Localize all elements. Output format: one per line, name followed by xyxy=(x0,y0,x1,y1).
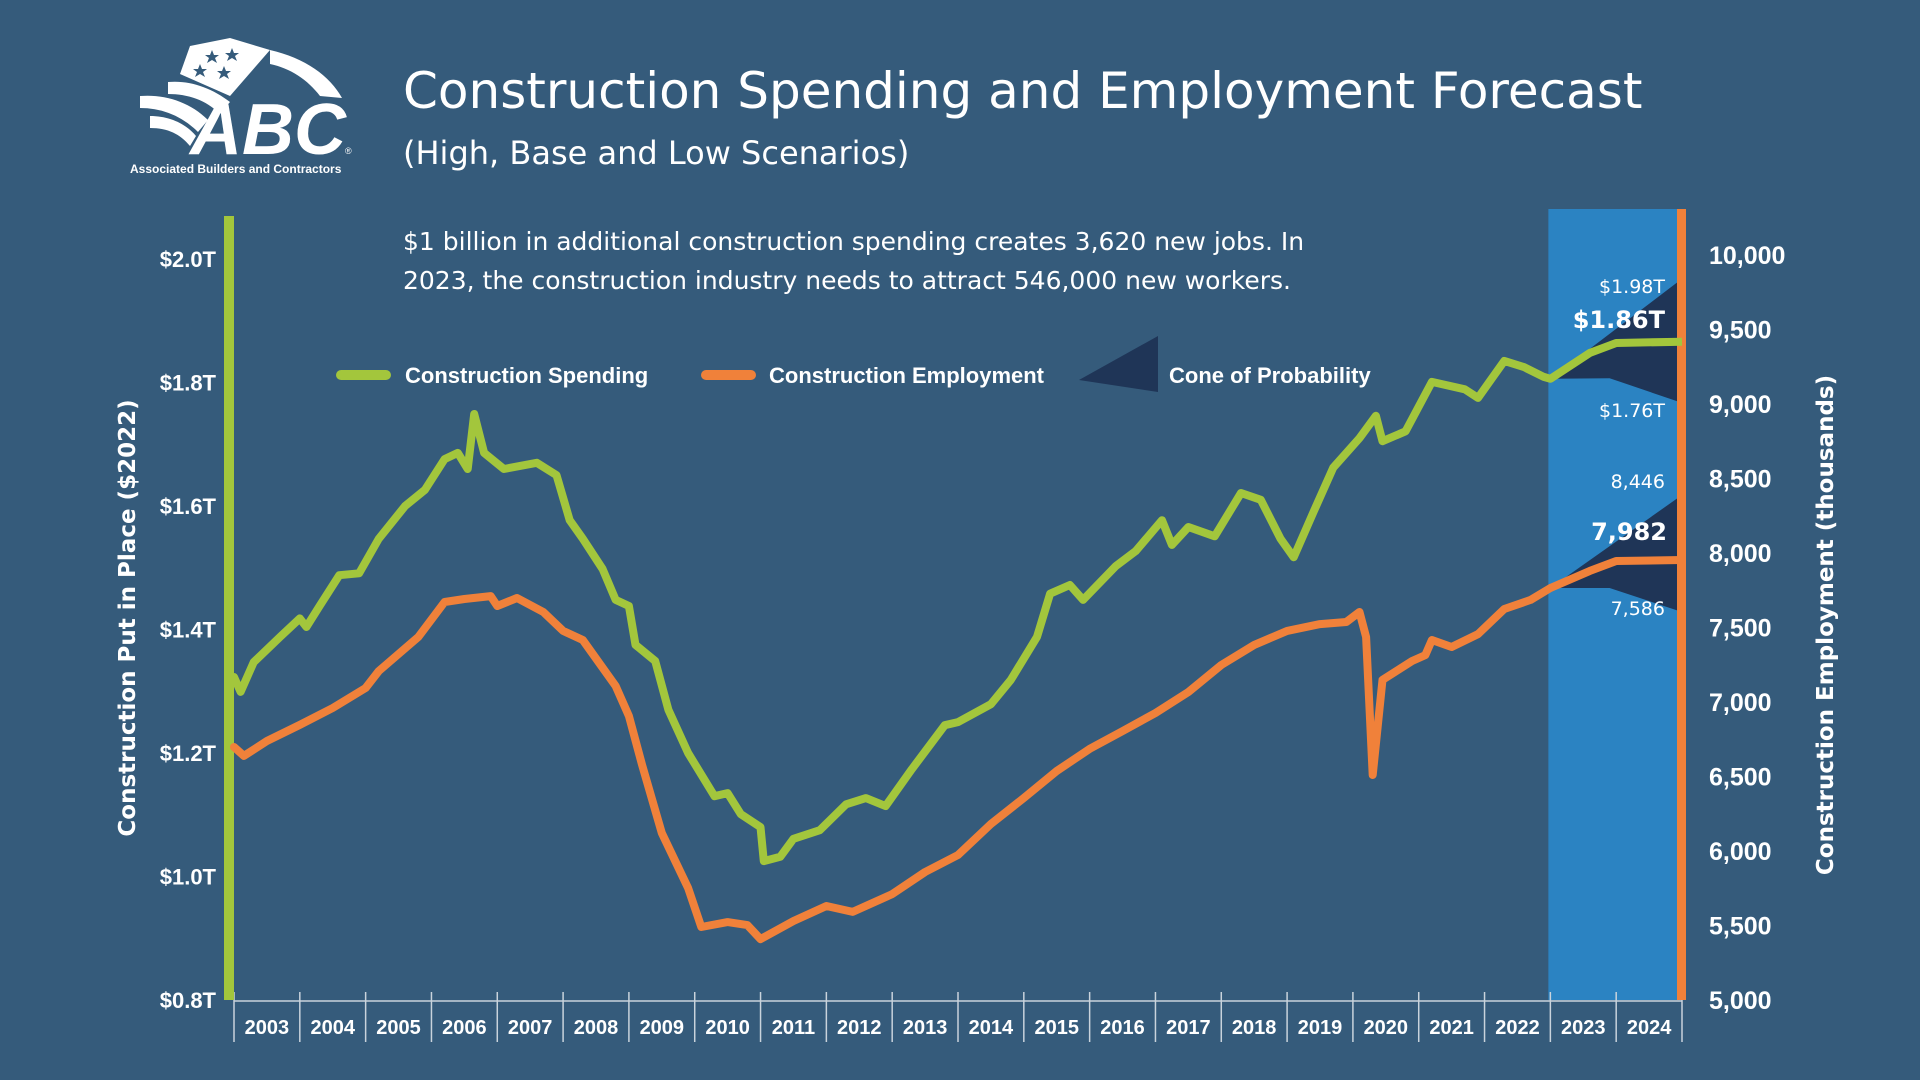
left-tick-label: $1.4T xyxy=(160,618,217,643)
logo-tagline: Associated Builders and Contractors xyxy=(130,162,342,176)
right-tick-label: 7,000 xyxy=(1709,689,1772,717)
registered-mark: ® xyxy=(345,146,352,156)
right-tick-label: 10,000 xyxy=(1709,242,1785,270)
legend-swatch-cone xyxy=(1079,336,1158,392)
right-tick-label: 8,000 xyxy=(1709,540,1772,568)
x-tick-label: 2019 xyxy=(1298,1017,1343,1039)
x-tick-label: 2022 xyxy=(1495,1017,1540,1039)
x-tick-label: 2017 xyxy=(1166,1017,1211,1039)
left-axis-ticks: $0.8T $1.0T $1.2T $1.4T $1.6T $1.8T $2.0T xyxy=(160,247,217,1013)
logo-wordmark: ABC xyxy=(188,90,347,170)
note-line-2: 2023, the construction industry needs to… xyxy=(403,266,1291,295)
right-tick-label: 5,500 xyxy=(1709,913,1772,941)
legend-label-employment: Construction Employment xyxy=(769,363,1045,388)
left-axis-title: Construction Put in Place ($2022) xyxy=(115,399,141,836)
right-tick-label: 9,500 xyxy=(1709,317,1772,345)
annotation-employment-base: 7,982 xyxy=(1591,518,1667,546)
x-tick-label: 2008 xyxy=(574,1017,619,1039)
chart-title: Construction Spending and Employment For… xyxy=(403,62,1643,120)
x-tick-label: 2020 xyxy=(1364,1017,1409,1039)
right-axis-title: Construction Employment (thousands) xyxy=(1813,375,1839,875)
right-axis-bar xyxy=(1677,209,1686,1000)
left-tick-label: $1.0T xyxy=(160,865,217,890)
left-tick-label: $1.8T xyxy=(160,371,217,396)
right-tick-label: 7,500 xyxy=(1709,615,1772,643)
x-tick-label: 2013 xyxy=(903,1017,948,1039)
annotation-spending-high: $1.98T xyxy=(1599,276,1665,298)
left-tick-label: $2.0T xyxy=(160,247,217,272)
flag-icon xyxy=(140,38,342,146)
left-tick-label: $0.8T xyxy=(160,988,217,1013)
chart-note: $1 billion in additional construction sp… xyxy=(403,222,1363,300)
forecast-line-spending xyxy=(1548,337,1683,383)
series-line-spending xyxy=(230,356,1555,866)
annotation-spending-low: $1.76T xyxy=(1599,400,1665,422)
note-line-1: $1 billion in additional construction sp… xyxy=(403,227,1305,256)
right-tick-label: 9,000 xyxy=(1709,391,1772,419)
right-tick-label: 5,000 xyxy=(1709,987,1772,1015)
chart-subtitle: (High, Base and Low Scenarios) xyxy=(403,134,910,172)
x-tick-label: 2018 xyxy=(1232,1017,1277,1039)
x-tick-label: 2016 xyxy=(1100,1017,1145,1039)
x-tick-label: 2024 xyxy=(1627,1017,1672,1039)
x-tick-label: 2015 xyxy=(1034,1017,1079,1039)
x-tick-label: 2004 xyxy=(310,1017,355,1039)
series-line-employment xyxy=(230,584,1555,944)
x-tick-label: 2011 xyxy=(772,1017,815,1039)
annotation-spending-base: $1.86T xyxy=(1573,306,1666,334)
x-tick-label: 2007 xyxy=(508,1017,553,1039)
left-tick-label: $1.6T xyxy=(160,494,217,519)
x-tick-label: 2021 xyxy=(1429,1017,1474,1039)
legend-label-spending: Construction Spending xyxy=(405,363,648,388)
x-tick-label: 2009 xyxy=(640,1017,685,1039)
x-tick-label: 2012 xyxy=(837,1017,882,1039)
right-tick-label: 6,500 xyxy=(1709,764,1772,792)
star-icons xyxy=(193,48,239,79)
x-tick-label: 2023 xyxy=(1561,1017,1606,1039)
x-axis-ticks: 2003 2004 2005 2006 2007 2008 2009 2010 2011 2012… xyxy=(233,992,1683,1042)
x-tick-label: 2005 xyxy=(376,1017,421,1039)
x-tick-label: 2010 xyxy=(705,1017,750,1039)
x-tick-label: 2003 xyxy=(245,1017,290,1039)
right-axis-ticks: 5,000 5,500 6,000 6,500 7,000 7,500 8,000 8,500… xyxy=(1709,242,1785,1015)
right-tick-label: 8,500 xyxy=(1709,466,1772,494)
cone-of-probability-employment xyxy=(1550,495,1682,612)
abc-logo: ABC ® Associated Builders and Contractor… xyxy=(130,38,352,176)
legend: Construction Spending Construction Emplo… xyxy=(336,336,1371,392)
left-tick-label: $1.2T xyxy=(160,741,217,766)
annotation-employment-low: 7,586 xyxy=(1611,598,1665,620)
x-tick-label: 2006 xyxy=(442,1017,487,1039)
annotation-employment-high: 8,446 xyxy=(1611,471,1665,493)
left-axis-bar xyxy=(224,216,234,1000)
right-tick-label: 6,000 xyxy=(1709,838,1772,866)
forecast-line-employment xyxy=(1548,556,1683,592)
x-tick-label: 2014 xyxy=(969,1017,1014,1039)
legend-label-cone: Cone of Probability xyxy=(1169,363,1371,388)
